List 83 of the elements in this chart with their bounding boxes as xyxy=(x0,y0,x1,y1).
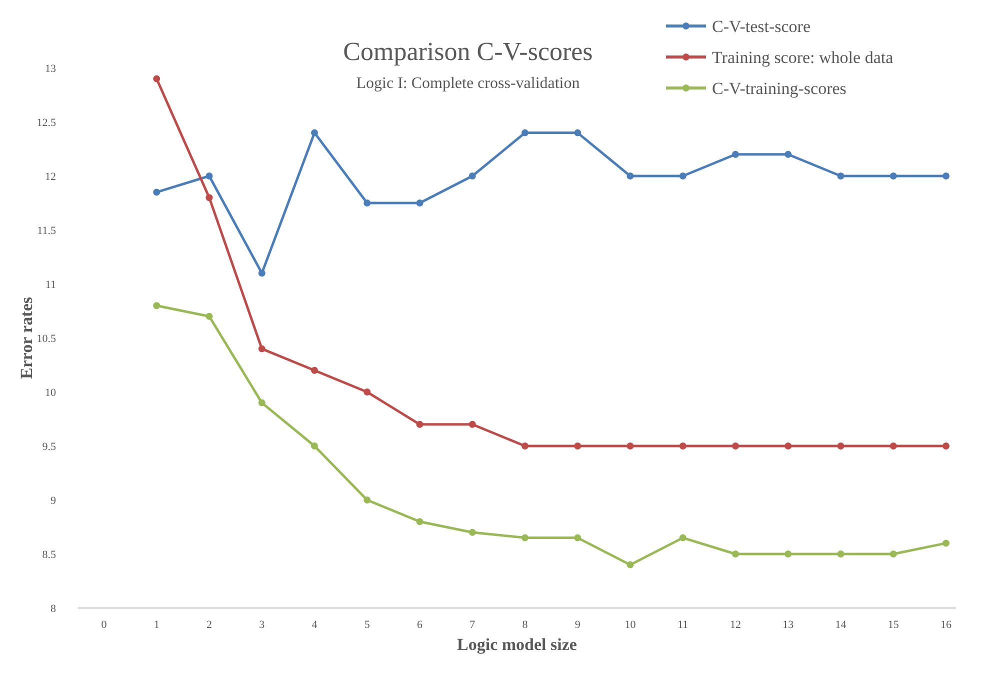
point xyxy=(258,345,266,352)
point xyxy=(732,550,739,558)
point xyxy=(942,442,950,450)
point xyxy=(258,399,266,406)
point xyxy=(890,550,897,558)
point xyxy=(311,442,318,450)
chart-title: Comparison C-V-scores xyxy=(343,37,593,66)
point xyxy=(732,150,739,158)
chart-subtitle: Logic I: Complete cross-validation xyxy=(356,75,580,92)
point xyxy=(364,496,371,504)
y-tick-label: 10.5 xyxy=(36,333,56,345)
x-tick-label: 3 xyxy=(259,619,266,631)
point xyxy=(153,188,160,196)
point xyxy=(679,442,686,450)
x-tick-label: 13 xyxy=(782,619,794,631)
x-tick-label: 7 xyxy=(470,619,476,631)
legend-label: Training score: whole data xyxy=(712,48,894,67)
y-tick-label: 13 xyxy=(45,63,56,75)
y-tick-label: 12.5 xyxy=(36,117,56,129)
point xyxy=(468,172,476,180)
point xyxy=(468,420,476,428)
x-tick-label: 2 xyxy=(206,619,212,631)
point xyxy=(364,388,371,396)
point xyxy=(732,442,739,450)
point xyxy=(784,150,792,158)
x-tick-label: 16 xyxy=(940,619,952,631)
x-tick-label: 8 xyxy=(522,619,528,631)
y-axis-title: Error rates xyxy=(17,296,36,379)
point xyxy=(153,302,160,310)
y-tick-label: 12 xyxy=(45,171,56,183)
y-tick-label: 9.5 xyxy=(42,441,56,453)
x-tick-label: 9 xyxy=(574,619,581,631)
point xyxy=(837,442,844,450)
point xyxy=(574,442,582,450)
x-tick-label: 10 xyxy=(624,619,636,631)
point xyxy=(837,550,844,558)
y-tick-label: 10 xyxy=(45,387,56,399)
x-tick-label: 0 xyxy=(101,619,108,631)
point xyxy=(837,172,844,180)
point xyxy=(206,172,213,180)
y-tick-label: 9 xyxy=(50,495,56,507)
x-tick-label: 12 xyxy=(730,619,741,631)
x-tick-label: 4 xyxy=(312,619,318,631)
y-tick-label: 8 xyxy=(50,603,56,615)
point xyxy=(626,172,634,180)
point xyxy=(522,129,528,136)
point xyxy=(942,540,950,547)
point xyxy=(364,200,371,206)
point xyxy=(942,172,950,180)
legend-label: C-V-training-scores xyxy=(712,79,846,98)
point xyxy=(206,312,213,320)
point xyxy=(153,75,160,82)
x-tick-label: 1 xyxy=(154,619,160,631)
point xyxy=(574,129,582,136)
x-tick-label: 15 xyxy=(888,619,900,631)
point xyxy=(679,172,686,180)
point xyxy=(626,442,634,450)
legend-label: C-V-test-score xyxy=(712,17,811,36)
point xyxy=(258,270,266,277)
y-tick-label: 8.5 xyxy=(42,549,56,561)
point xyxy=(574,534,582,542)
point xyxy=(416,518,424,526)
point xyxy=(206,194,213,202)
point xyxy=(416,200,424,206)
x-tick-label: 11 xyxy=(678,619,688,631)
point xyxy=(311,129,318,136)
point xyxy=(784,550,792,558)
point xyxy=(890,172,897,180)
y-tick-label: 11.5 xyxy=(37,225,56,237)
x-axis-title: Logic model size xyxy=(457,635,578,654)
x-tick-label: 6 xyxy=(417,619,423,631)
point xyxy=(522,442,528,450)
point xyxy=(522,534,528,542)
x-tick-label: 14 xyxy=(835,619,847,631)
y-tick-label: 11 xyxy=(45,279,56,291)
point xyxy=(311,366,318,374)
x-tick-label: 5 xyxy=(364,619,370,631)
point xyxy=(416,420,424,428)
point xyxy=(679,534,686,542)
point xyxy=(468,528,476,536)
point xyxy=(626,561,634,568)
point xyxy=(890,442,897,450)
point xyxy=(784,442,792,450)
